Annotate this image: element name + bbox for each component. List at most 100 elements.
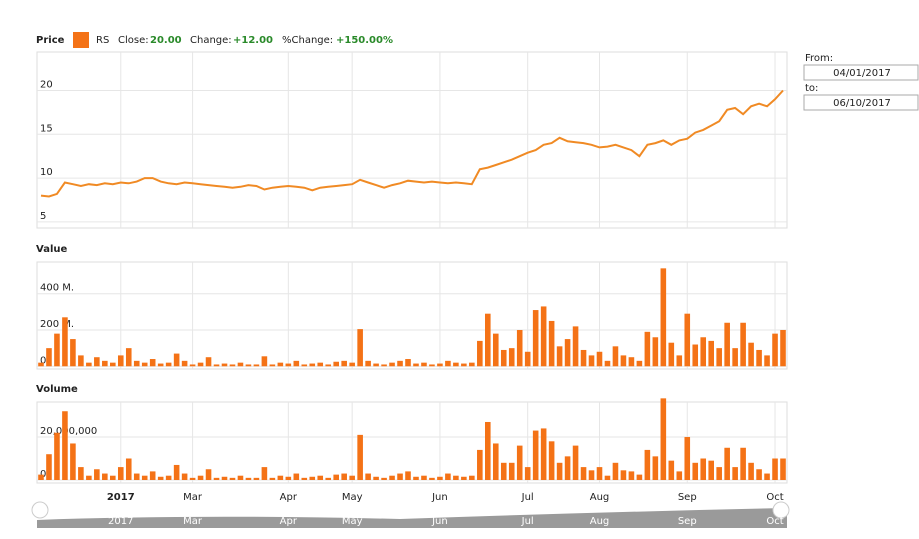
bar bbox=[189, 477, 196, 480]
bar bbox=[381, 364, 387, 367]
bar bbox=[652, 456, 659, 480]
bar bbox=[157, 363, 164, 367]
to-input[interactable] bbox=[803, 94, 919, 111]
plot-area bbox=[36, 261, 788, 370]
bar bbox=[110, 475, 116, 480]
bar bbox=[349, 475, 355, 480]
bar bbox=[165, 475, 172, 480]
bar bbox=[492, 443, 499, 480]
bar bbox=[285, 476, 292, 480]
navigator-label: Jun bbox=[431, 516, 448, 527]
bar bbox=[485, 421, 491, 480]
bar bbox=[229, 477, 236, 480]
navigator-label: 2017 bbox=[108, 516, 133, 527]
bar bbox=[692, 344, 699, 367]
bar bbox=[341, 473, 347, 480]
bar bbox=[724, 322, 730, 367]
bar bbox=[237, 475, 244, 480]
bar bbox=[700, 337, 707, 367]
navigator-handle[interactable] bbox=[31, 501, 49, 519]
from-value: 04/01/2017 bbox=[833, 68, 891, 79]
bar bbox=[78, 355, 84, 367]
bar bbox=[564, 339, 571, 367]
navigator-label: Mar bbox=[183, 516, 203, 527]
navigator-handle[interactable] bbox=[772, 501, 790, 519]
bar bbox=[588, 355, 595, 367]
close-label: Close: bbox=[118, 35, 149, 46]
chart-title: Price bbox=[36, 35, 65, 46]
bar bbox=[740, 447, 746, 480]
bar bbox=[676, 471, 683, 480]
y-tick-label: 0 bbox=[40, 469, 46, 480]
bar bbox=[94, 469, 100, 480]
bar bbox=[381, 477, 387, 480]
bar bbox=[524, 351, 531, 367]
bar bbox=[692, 462, 699, 480]
bar bbox=[628, 471, 635, 480]
bar bbox=[325, 477, 332, 480]
bar bbox=[756, 349, 762, 367]
x-tick-label: Mar bbox=[183, 492, 203, 503]
x-tick-label: Jun bbox=[431, 492, 448, 503]
bar bbox=[469, 362, 475, 367]
bar bbox=[772, 333, 778, 367]
bar bbox=[102, 360, 108, 367]
bar bbox=[764, 473, 770, 480]
bar bbox=[125, 348, 132, 367]
bar bbox=[261, 467, 268, 480]
bar bbox=[772, 458, 778, 480]
to-value: 06/10/2017 bbox=[833, 98, 891, 109]
panel-title: Volume bbox=[36, 384, 78, 395]
bar bbox=[197, 362, 204, 367]
bar bbox=[125, 458, 132, 480]
bar bbox=[500, 349, 507, 367]
legend-label: RS bbox=[96, 35, 109, 46]
bar bbox=[604, 475, 611, 480]
bar bbox=[78, 467, 84, 480]
bar bbox=[421, 362, 427, 367]
bar bbox=[684, 313, 691, 367]
change-value: +12.00 bbox=[233, 35, 273, 46]
bar bbox=[197, 475, 204, 480]
bar bbox=[748, 342, 754, 367]
bar bbox=[628, 357, 635, 367]
bar bbox=[269, 477, 276, 480]
bar bbox=[405, 471, 411, 480]
from-label: From: bbox=[805, 53, 833, 64]
bar bbox=[54, 333, 60, 367]
x-tick-label: May bbox=[342, 492, 363, 503]
bar bbox=[173, 353, 180, 367]
bar bbox=[269, 364, 276, 367]
bar bbox=[205, 357, 212, 367]
change-label: Change: bbox=[190, 35, 232, 46]
bar bbox=[117, 355, 124, 367]
navigator[interactable] bbox=[37, 508, 787, 528]
bar bbox=[548, 441, 555, 480]
bar bbox=[596, 467, 603, 480]
bar bbox=[413, 476, 419, 480]
y-tick-label: 20,000,000 bbox=[40, 426, 97, 437]
bar bbox=[245, 364, 252, 367]
from-input[interactable] bbox=[803, 64, 919, 81]
bar bbox=[341, 360, 347, 367]
x-tick-label: Aug bbox=[590, 492, 610, 503]
bar bbox=[612, 462, 619, 480]
bar bbox=[676, 355, 683, 367]
bar bbox=[94, 357, 100, 367]
bar bbox=[253, 364, 260, 367]
bar bbox=[70, 339, 76, 367]
navigator-label: Sep bbox=[678, 516, 697, 527]
bar bbox=[149, 359, 156, 367]
bar bbox=[668, 342, 675, 367]
bar bbox=[133, 473, 140, 480]
bar bbox=[110, 362, 116, 367]
bar bbox=[317, 475, 324, 480]
bar bbox=[724, 447, 730, 480]
bar bbox=[485, 313, 491, 367]
bar bbox=[373, 363, 379, 367]
bar bbox=[564, 456, 571, 480]
bar bbox=[149, 471, 156, 480]
bar bbox=[453, 362, 459, 367]
bar bbox=[349, 362, 355, 367]
